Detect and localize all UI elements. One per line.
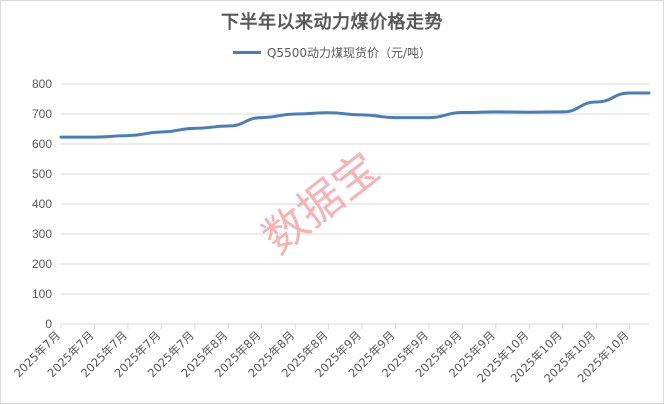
y-tick-label: 0 [45, 317, 52, 331]
series-line [59, 91, 651, 139]
y-tick-label: 600 [32, 137, 52, 151]
y-tick-label: 100 [32, 287, 52, 301]
y-tick-label: 700 [32, 107, 52, 121]
y-tick-label: 200 [32, 257, 52, 271]
y-tick-label: 300 [32, 227, 52, 241]
chart-legend: Q5500动力煤现货价（元/吨） [0, 44, 664, 61]
y-tick-label: 500 [32, 167, 52, 181]
y-tick-label: 800 [32, 77, 52, 91]
chart-title: 下半年以来动力煤价格走势 [221, 12, 443, 33]
legend-line-swatch [232, 51, 261, 54]
legend-label: Q5500动力煤现货价（元/吨） [266, 46, 432, 60]
y-tick-label: 400 [32, 197, 52, 211]
